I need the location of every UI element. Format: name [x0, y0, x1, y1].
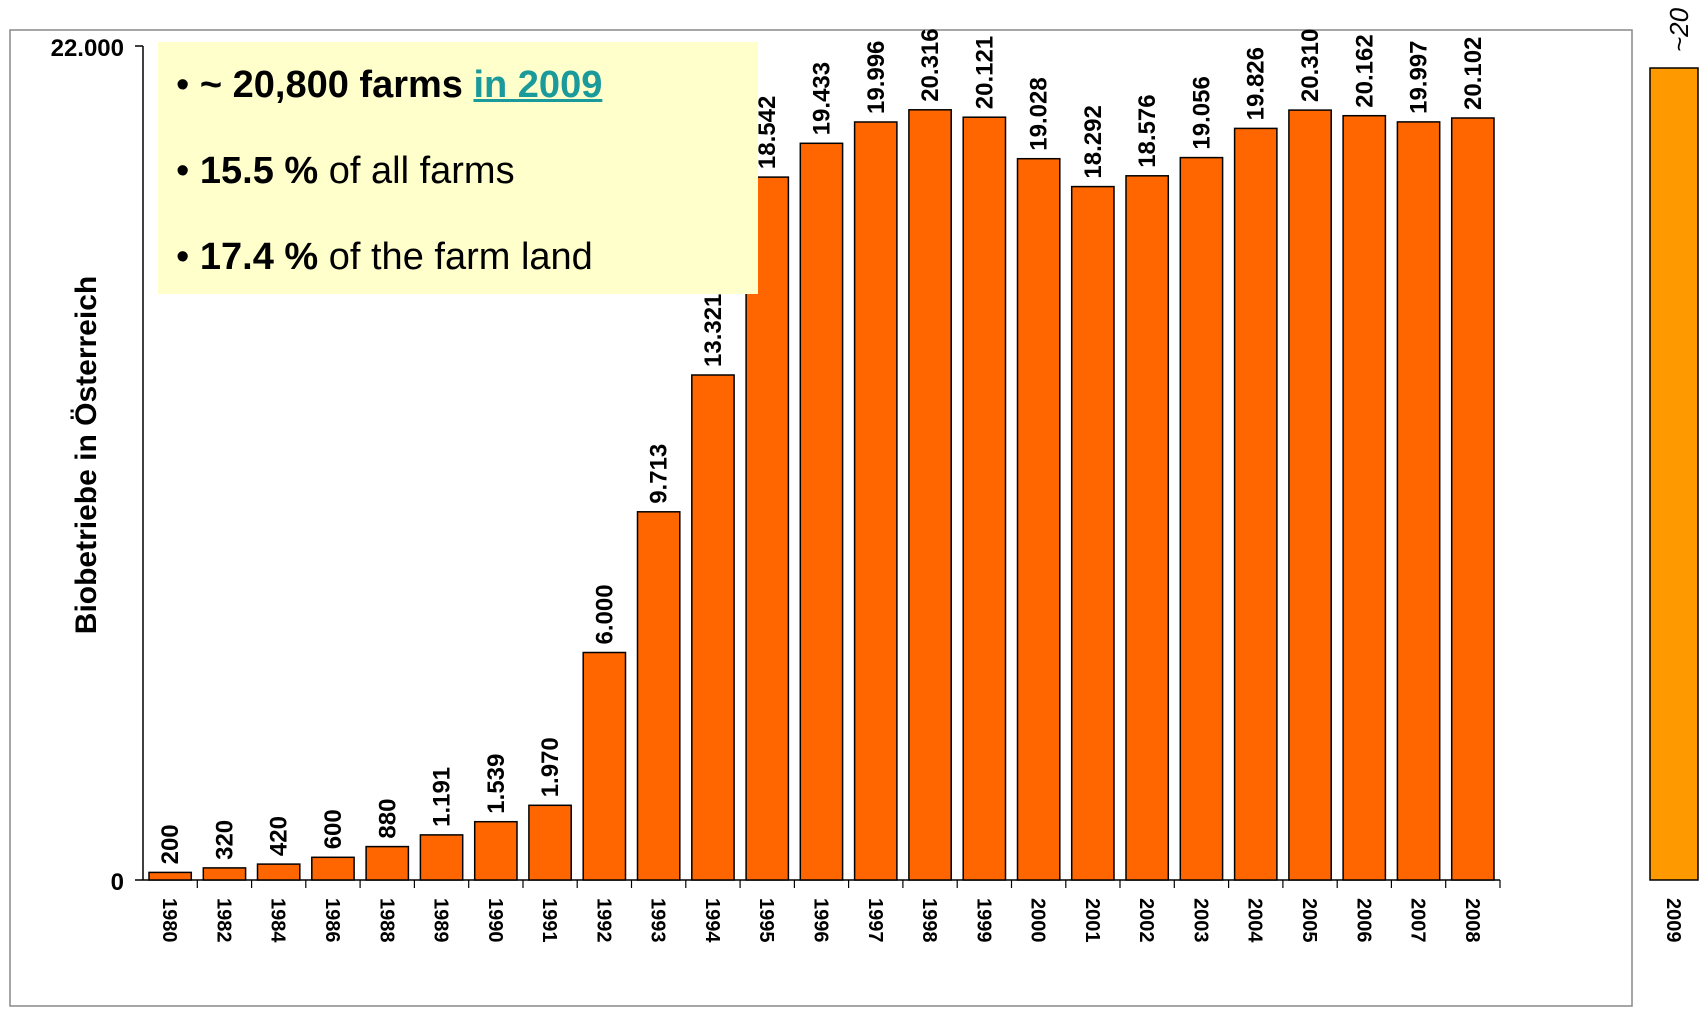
info-line-farms: • ~ 20,800 farms in 2009: [176, 64, 603, 106]
value-label-2004: 19.826: [1243, 47, 1270, 120]
share-farms-text: of all farms: [328, 150, 515, 192]
value-label-1991: 1.970: [537, 737, 564, 797]
y-tick-label-zero: 0: [111, 869, 124, 896]
category-labels: 1980 1982 1984 1986 1988 1989 1990 1991 1992 1993…: [158, 880, 1501, 943]
bar-2005: [1288, 109, 1332, 881]
category-label-1997: 1997: [864, 898, 886, 943]
value-label-1999: 20.121: [971, 36, 998, 109]
farms-count-text: ~ 20,800 farms: [199, 64, 463, 106]
category-label-1984: 1984: [267, 898, 289, 943]
y-tick-label-max: 22.000: [51, 35, 124, 62]
bar-2009: [1649, 67, 1699, 881]
category-label-2007: 2007: [1407, 898, 1429, 943]
value-label-2006: 20.162: [1351, 34, 1378, 107]
category-label-1994: 1994: [701, 898, 723, 943]
value-label-1995: 18.542: [754, 96, 781, 169]
value-label-1997: 19.996: [863, 41, 890, 114]
category-label-1995: 1995: [755, 898, 777, 943]
info-line-share-farms: • 15.5 % of all farms: [176, 150, 515, 192]
value-label-1993: 9.713: [646, 444, 673, 504]
value-label-2008: 20.102: [1460, 37, 1487, 110]
value-label-1998: 20.316: [917, 28, 944, 101]
bar-2003: [1179, 156, 1224, 881]
bar-1988: [365, 845, 410, 881]
category-label-1999: 1999: [972, 898, 994, 943]
category-label-1986: 1986: [321, 898, 343, 943]
value-label-1984: 420: [266, 816, 293, 856]
bars: [148, 109, 1495, 881]
value-label-1982: 320: [211, 820, 238, 860]
bar-1992: [582, 651, 627, 881]
category-label-1993: 1993: [647, 898, 669, 943]
bar-1984: [256, 863, 301, 881]
bar-2004: [1233, 127, 1278, 881]
bar-1994: [691, 374, 735, 881]
year-link[interactable]: in 2009: [473, 64, 603, 106]
bar-1982: [202, 867, 247, 881]
bar-1995: [745, 176, 790, 881]
info-panel: • ~ 20,800 farms in 2009 • 15.5 % of all…: [158, 42, 758, 294]
bar-2008: [1450, 117, 1495, 881]
category-label-2001: 2001: [1081, 898, 1103, 943]
category-label-2008: 2008: [1461, 898, 1483, 943]
value-label-2001: 18.292: [1080, 105, 1107, 178]
category-label-1996: 1996: [810, 898, 832, 943]
category-label-1992: 1992: [592, 898, 614, 943]
category-label-2003: 2003: [1190, 898, 1212, 943]
category-label-1988: 1988: [375, 898, 397, 943]
category-label-1982: 1982: [212, 898, 234, 943]
extra-bar-2009: ~20 2009: [1649, 7, 1699, 943]
bar-1999: [962, 116, 1007, 881]
value-label-1980: 200: [157, 824, 184, 864]
bar-1998: [908, 109, 952, 881]
share-farms-value: 15.5 %: [199, 150, 319, 192]
category-label-1989: 1989: [430, 898, 452, 943]
category-label-1980: 1980: [158, 898, 180, 943]
value-label-1988: 880: [374, 799, 401, 839]
category-label-2006: 2006: [1352, 898, 1374, 943]
category-label-1990: 1990: [484, 898, 506, 943]
value-label-2002: 18.576: [1134, 94, 1161, 167]
value-label-2007: 19.997: [1406, 40, 1433, 113]
category-label-2005: 2005: [1298, 898, 1320, 943]
bar-1990: [473, 820, 518, 881]
bar-2002: [1125, 175, 1170, 881]
share-land-text: of the farm land: [328, 236, 593, 278]
value-label-2003: 19.056: [1189, 76, 1216, 149]
value-label-1994: 13.321: [700, 294, 727, 367]
value-label-1996: 19.433: [809, 62, 836, 135]
bar-1997: [853, 121, 898, 881]
bar-1989: [419, 834, 464, 881]
bar-1991: [528, 804, 572, 881]
bar-1996: [799, 142, 844, 881]
value-label-2009: ~20: [1664, 7, 1694, 52]
value-labels: 200 320 420 600 880 1.191 1.539 1.970 6.000 9.713…: [157, 28, 1487, 864]
category-label-2009: 2009: [1662, 898, 1684, 943]
share-land-value: 17.4 %: [199, 236, 319, 278]
info-line-share-land: • 17.4 % of the farm land: [176, 236, 593, 278]
bar-1993: [636, 511, 681, 881]
bar-2000: [1016, 157, 1061, 881]
category-label-2004: 2004: [1244, 898, 1266, 943]
value-label-1986: 600: [320, 809, 347, 849]
bar-2006: [1342, 114, 1387, 881]
value-label-1989: 1.191: [429, 767, 456, 827]
value-label-2000: 19.028: [1026, 77, 1053, 150]
value-label-2005: 20.310: [1297, 29, 1324, 102]
category-label-2002: 2002: [1135, 898, 1157, 943]
value-label-1990: 1.539: [483, 754, 510, 814]
category-label-2000: 2000: [1027, 898, 1049, 943]
y-axis-title: Biobetriebe in Österreich: [70, 276, 103, 634]
bar-2001: [1070, 185, 1115, 881]
category-label-1998: 1998: [918, 898, 940, 943]
category-label-1991: 1991: [538, 898, 560, 943]
bar-1986: [311, 856, 355, 881]
bar-2007: [1396, 121, 1441, 881]
bar-1980: [148, 871, 193, 881]
value-label-1992: 6.000: [591, 584, 618, 644]
